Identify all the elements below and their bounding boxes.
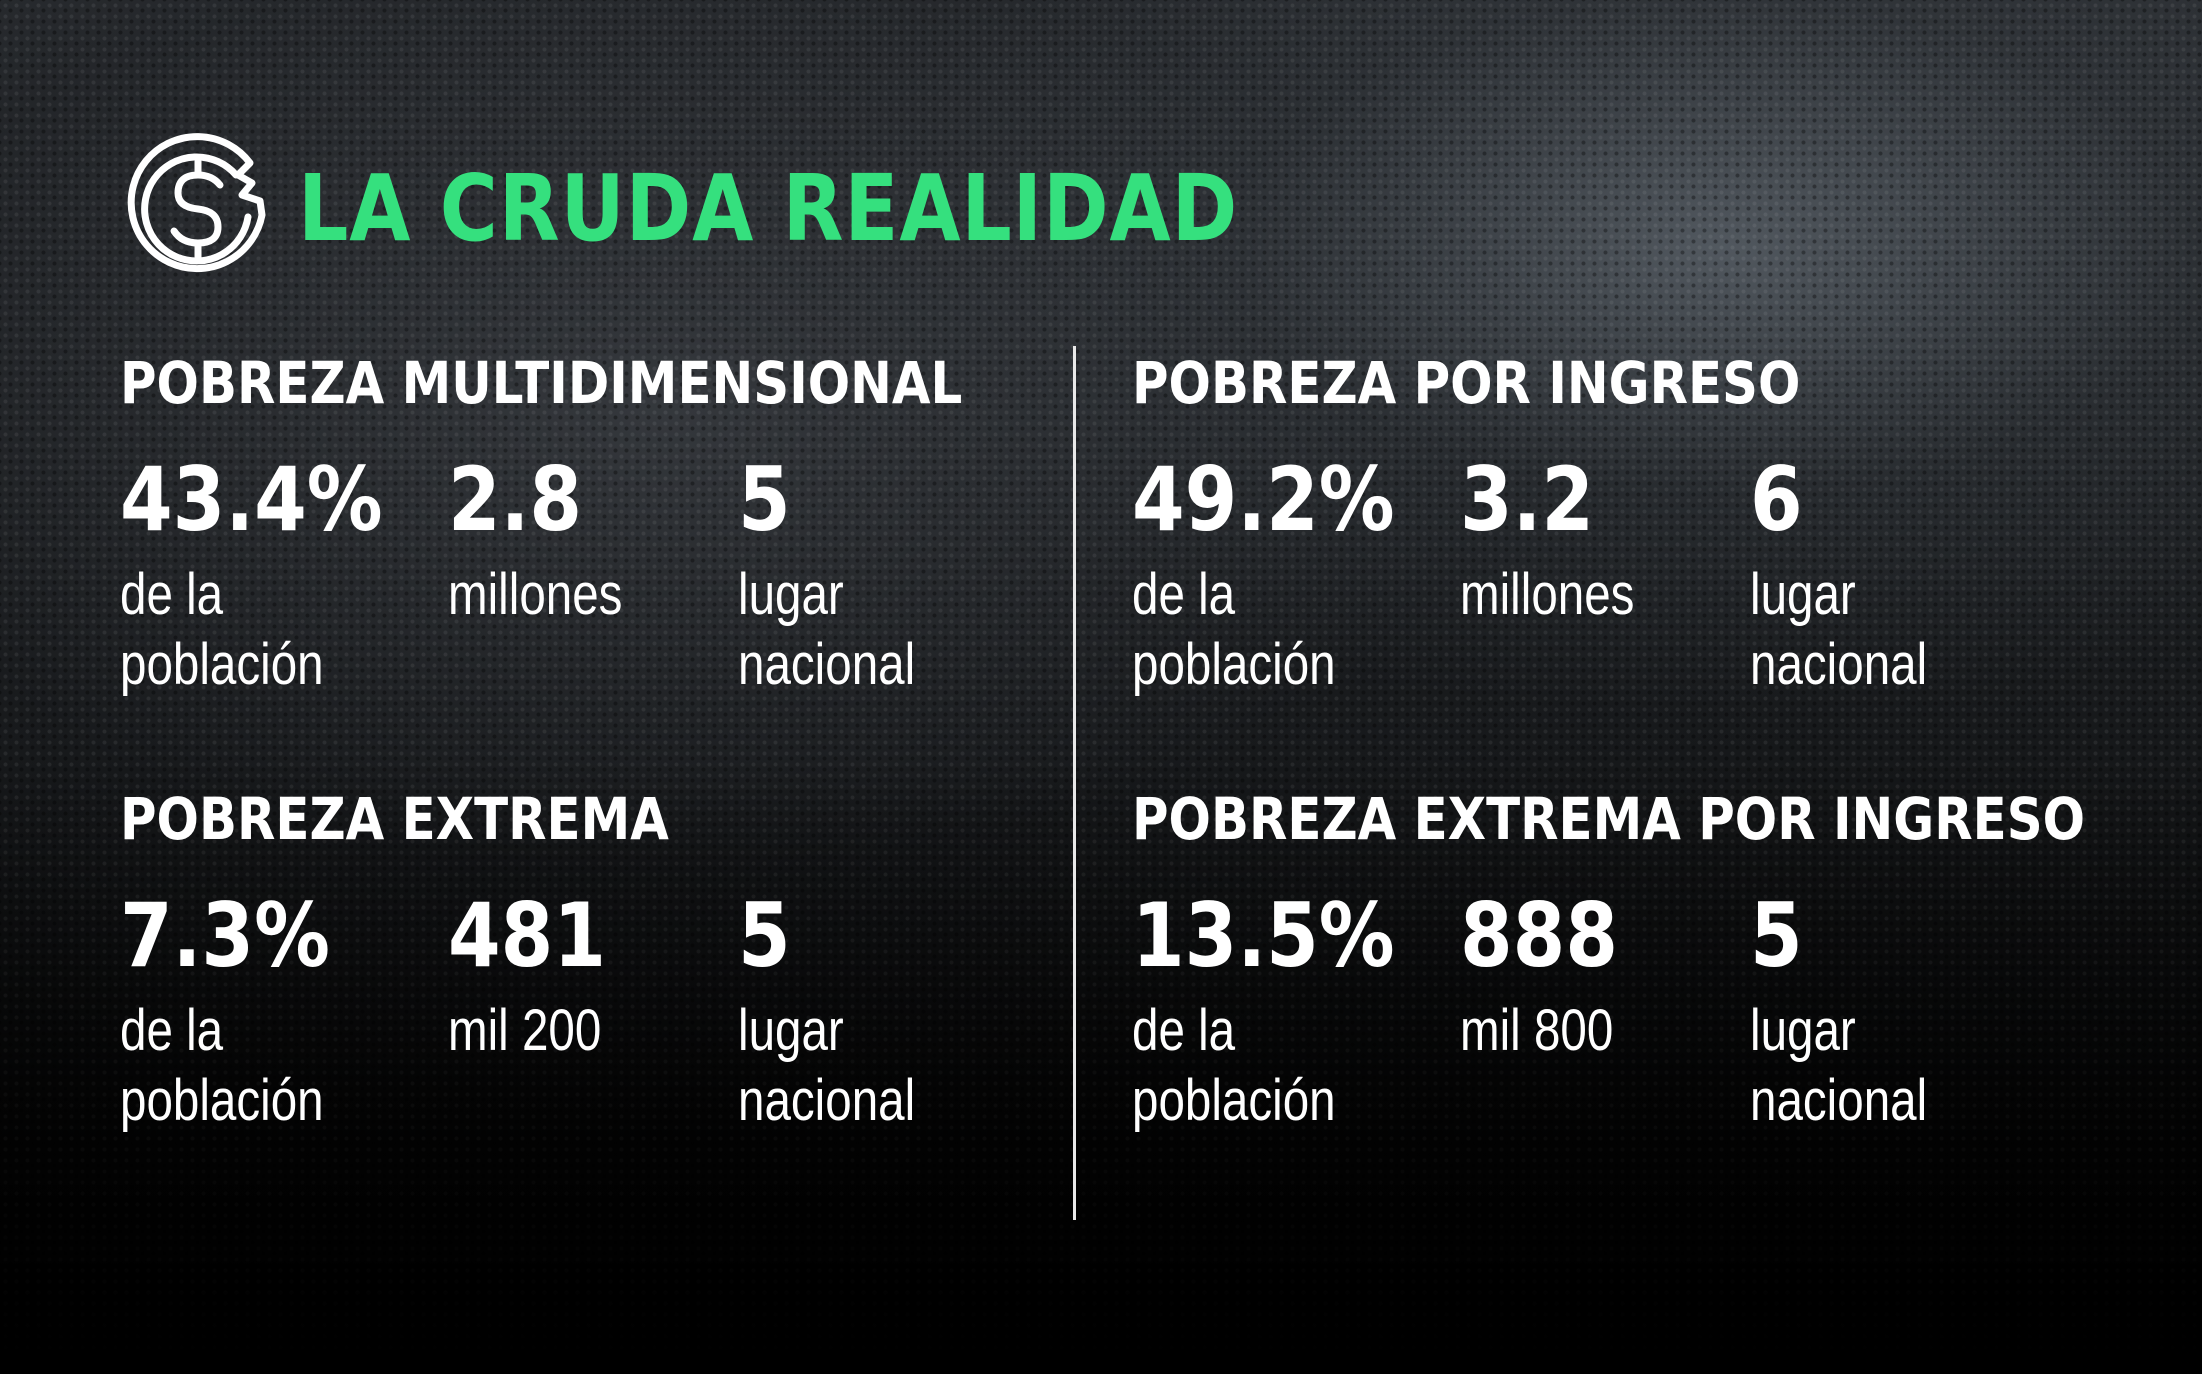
stat-percent: 13.5% de la población <box>1132 892 1437 1136</box>
stat-value: 6 <box>1750 448 1803 551</box>
stat-value: 5 <box>1750 884 1803 987</box>
header: LA CRUDA REALIDAD <box>112 124 1391 294</box>
stat-label: mil 800 <box>1460 998 1614 1063</box>
stats-row: 13.5% de la población 888 mil 800 5 luga… <box>1132 892 2172 1152</box>
stat-value: 7.3% <box>120 884 330 987</box>
stat-label: lugar nacional <box>1750 562 1928 697</box>
stat-rank: 6 lugar nacional <box>1750 456 2050 700</box>
column-divider <box>1073 346 1076 1220</box>
stat-value: 481 <box>448 884 606 987</box>
stat-value: 888 <box>1460 884 1618 987</box>
section-title: POBREZA MULTIDIMENSIONAL <box>120 349 963 417</box>
stat-people: 481 mil 200 <box>448 892 748 1066</box>
stat-value: 43.4% <box>120 448 383 551</box>
stat-label: de la población <box>120 998 324 1133</box>
section-title: POBREZA EXTREMA POR INGRESO <box>1132 785 2086 853</box>
stat-percent: 7.3% de la población <box>120 892 420 1136</box>
stat-value: 5 <box>738 448 791 551</box>
page-title: LA CRUDA REALIDAD <box>298 155 1239 262</box>
stats-row: 7.3% de la población 481 mil 200 5 lugar… <box>120 892 1050 1152</box>
stat-label: millones <box>448 562 623 627</box>
stat-label: lugar nacional <box>738 998 916 1133</box>
stats-row: 49.2% de la población 3.2 millones 6 lug… <box>1132 456 2132 716</box>
section-pobreza-extrema-por-ingreso: POBREZA EXTREMA POR INGRESO 13.5% de la … <box>1132 790 2172 1152</box>
stat-label: millones <box>1460 562 1635 627</box>
section-pobreza-multidimensional: POBREZA MULTIDIMENSIONAL 43.4% de la pob… <box>120 354 1050 716</box>
stat-value: 13.5% <box>1132 884 1395 987</box>
stat-value: 5 <box>738 884 791 987</box>
stat-percent: 43.4% de la población <box>120 456 425 700</box>
stat-label: de la población <box>1132 998 1336 1133</box>
stat-label: de la población <box>1132 562 1336 697</box>
section-title: POBREZA EXTREMA <box>120 785 669 853</box>
stat-label: de la población <box>120 562 324 697</box>
stat-label: mil 200 <box>448 998 602 1063</box>
stat-label: lugar nacional <box>1750 998 1928 1133</box>
stat-people: 888 mil 800 <box>1460 892 1760 1066</box>
section-pobreza-por-ingreso: POBREZA POR INGRESO 49.2% de la població… <box>1132 354 2132 716</box>
stat-people: 3.2 millones <box>1460 456 1760 630</box>
section-pobreza-extrema: POBREZA EXTREMA 7.3% de la población 481… <box>120 790 1050 1152</box>
stat-value: 3.2 <box>1460 448 1595 551</box>
stat-rank: 5 lugar nacional <box>1750 892 2050 1136</box>
stats-row: 43.4% de la población 2.8 millones 5 lug… <box>120 456 1050 716</box>
stat-people: 2.8 millones <box>448 456 748 630</box>
stat-percent: 49.2% de la población <box>1132 456 1437 700</box>
dollar-coin-broken-icon <box>127 133 266 273</box>
stat-value: 49.2% <box>1132 448 1395 551</box>
stat-value: 2.8 <box>448 448 583 551</box>
section-title: POBREZA POR INGRESO <box>1132 349 1801 417</box>
stat-rank: 5 lugar nacional <box>738 456 1038 700</box>
stat-rank: 5 lugar nacional <box>738 892 1038 1136</box>
stat-label: lugar nacional <box>738 562 916 697</box>
